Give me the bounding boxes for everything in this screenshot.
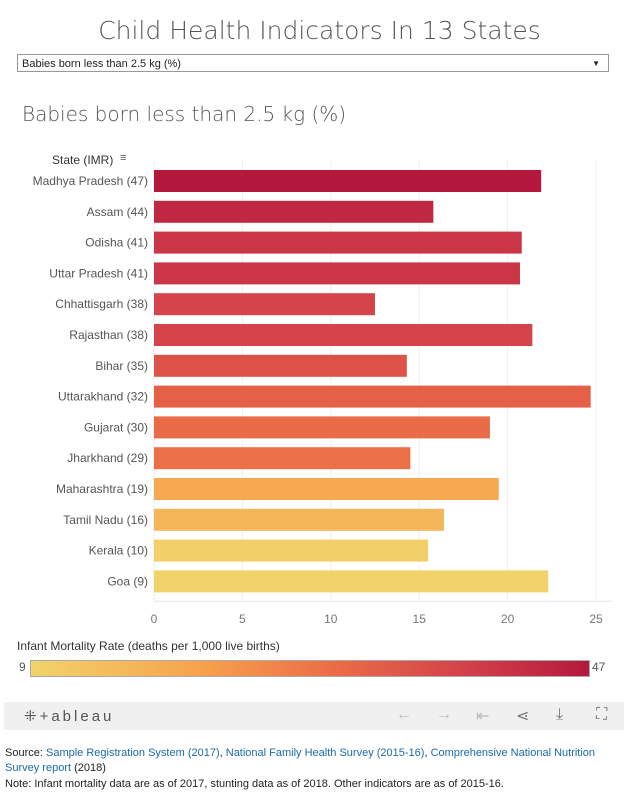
category-label: Bihar (35) <box>95 359 148 373</box>
category-label: Uttar Pradesh (41) <box>49 266 148 280</box>
category-label: Chhattisgarh (38) <box>55 297 148 311</box>
category-label: Tamil Nadu (16) <box>63 513 148 527</box>
bar <box>154 200 434 223</box>
source-text: Source: Sample Registration System (2017… <box>5 747 596 774</box>
category-label: Maharashtra (19) <box>56 482 148 496</box>
chevron-down-icon: ▼ <box>592 59 600 68</box>
dashboard-title: Child Health Indicators In 13 States <box>98 16 541 45</box>
indicator-dropdown[interactable]: Babies born less than 2.5 kg (%) ▼ <box>17 54 609 72</box>
chart-title: Babies born less than 2.5 kg (%) <box>22 102 347 126</box>
category-label: Madhya Pradesh (47) <box>33 174 148 188</box>
x-tick-label: 5 <box>239 612 246 626</box>
bar <box>154 170 542 192</box>
tableau-cross-icon: ⁜ <box>24 708 40 725</box>
category-label: Uttarakhand (32) <box>58 390 148 404</box>
category-label: Kerala (10) <box>89 544 148 558</box>
undo-icon[interactable]: ← <box>396 706 412 723</box>
x-tick-label: 10 <box>324 612 338 626</box>
redo-icon[interactable]: → <box>436 706 452 723</box>
tableau-toolbar: ⁜+ableau ← → ⇤ ⋖ ⤓ ⛶ <box>4 702 624 730</box>
note-text: Note: Infant mortality data are as of 20… <box>5 778 504 790</box>
y-axis-title: State (IMR) <box>52 153 114 167</box>
bar <box>154 539 429 562</box>
bar <box>154 570 549 593</box>
source-link-cnns[interactable]: Comprehensive National Nutrition Survey … <box>5 747 596 774</box>
bar <box>154 293 375 316</box>
legend-max: 47 <box>592 660 606 674</box>
sort-icon[interactable]: ≡ <box>120 152 127 164</box>
tableau-logo[interactable]: ⁜+ableau <box>24 708 115 725</box>
bar <box>154 447 411 470</box>
bar <box>154 385 591 408</box>
category-label: Rajasthan (38) <box>69 328 148 342</box>
share-icon[interactable]: ⋖ <box>516 708 530 725</box>
category-label: Goa (9) <box>107 574 148 588</box>
category-label: Assam (44) <box>87 205 148 219</box>
bar <box>154 416 490 439</box>
bar <box>154 262 520 285</box>
source-link-srs[interactable]: Sample Registration System (2017) <box>45 747 220 759</box>
fullscreen-icon[interactable]: ⛶ <box>596 706 608 723</box>
bar-chart: 0 5 10 15 20 25 Madhya Pradesh (47) Assam (44) O… <box>33 160 612 626</box>
bar <box>154 231 522 254</box>
bar <box>154 478 499 500</box>
legend-min: 9 <box>19 660 26 674</box>
x-tick-label: 20 <box>501 612 515 626</box>
x-tick-label: 15 <box>413 612 427 626</box>
bar <box>154 354 407 377</box>
legend-color-ramp <box>30 660 590 677</box>
x-tick-label: 25 <box>589 612 603 626</box>
dropdown-value: Babies born less than 2.5 kg (%) <box>22 58 181 70</box>
source-link-nfhs[interactable]: National Family Health Survey (2015-16) <box>225 747 425 759</box>
bar <box>154 508 444 531</box>
x-tick-label: 0 <box>151 612 158 626</box>
revert-icon[interactable]: ⇤ <box>476 708 490 725</box>
legend-title: Infant Mortality Rate (deaths per 1,000 … <box>17 639 280 653</box>
category-label: Jharkhand (29) <box>67 451 148 465</box>
category-label: Odisha (41) <box>85 236 148 250</box>
bar <box>154 324 533 346</box>
category-label: Gujarat (30) <box>84 420 148 434</box>
download-icon[interactable]: ⤓ <box>556 706 564 723</box>
